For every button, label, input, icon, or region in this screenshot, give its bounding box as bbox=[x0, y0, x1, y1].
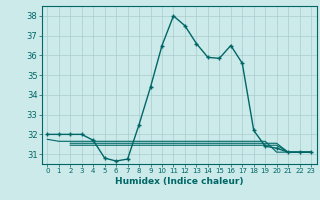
X-axis label: Humidex (Indice chaleur): Humidex (Indice chaleur) bbox=[115, 177, 244, 186]
